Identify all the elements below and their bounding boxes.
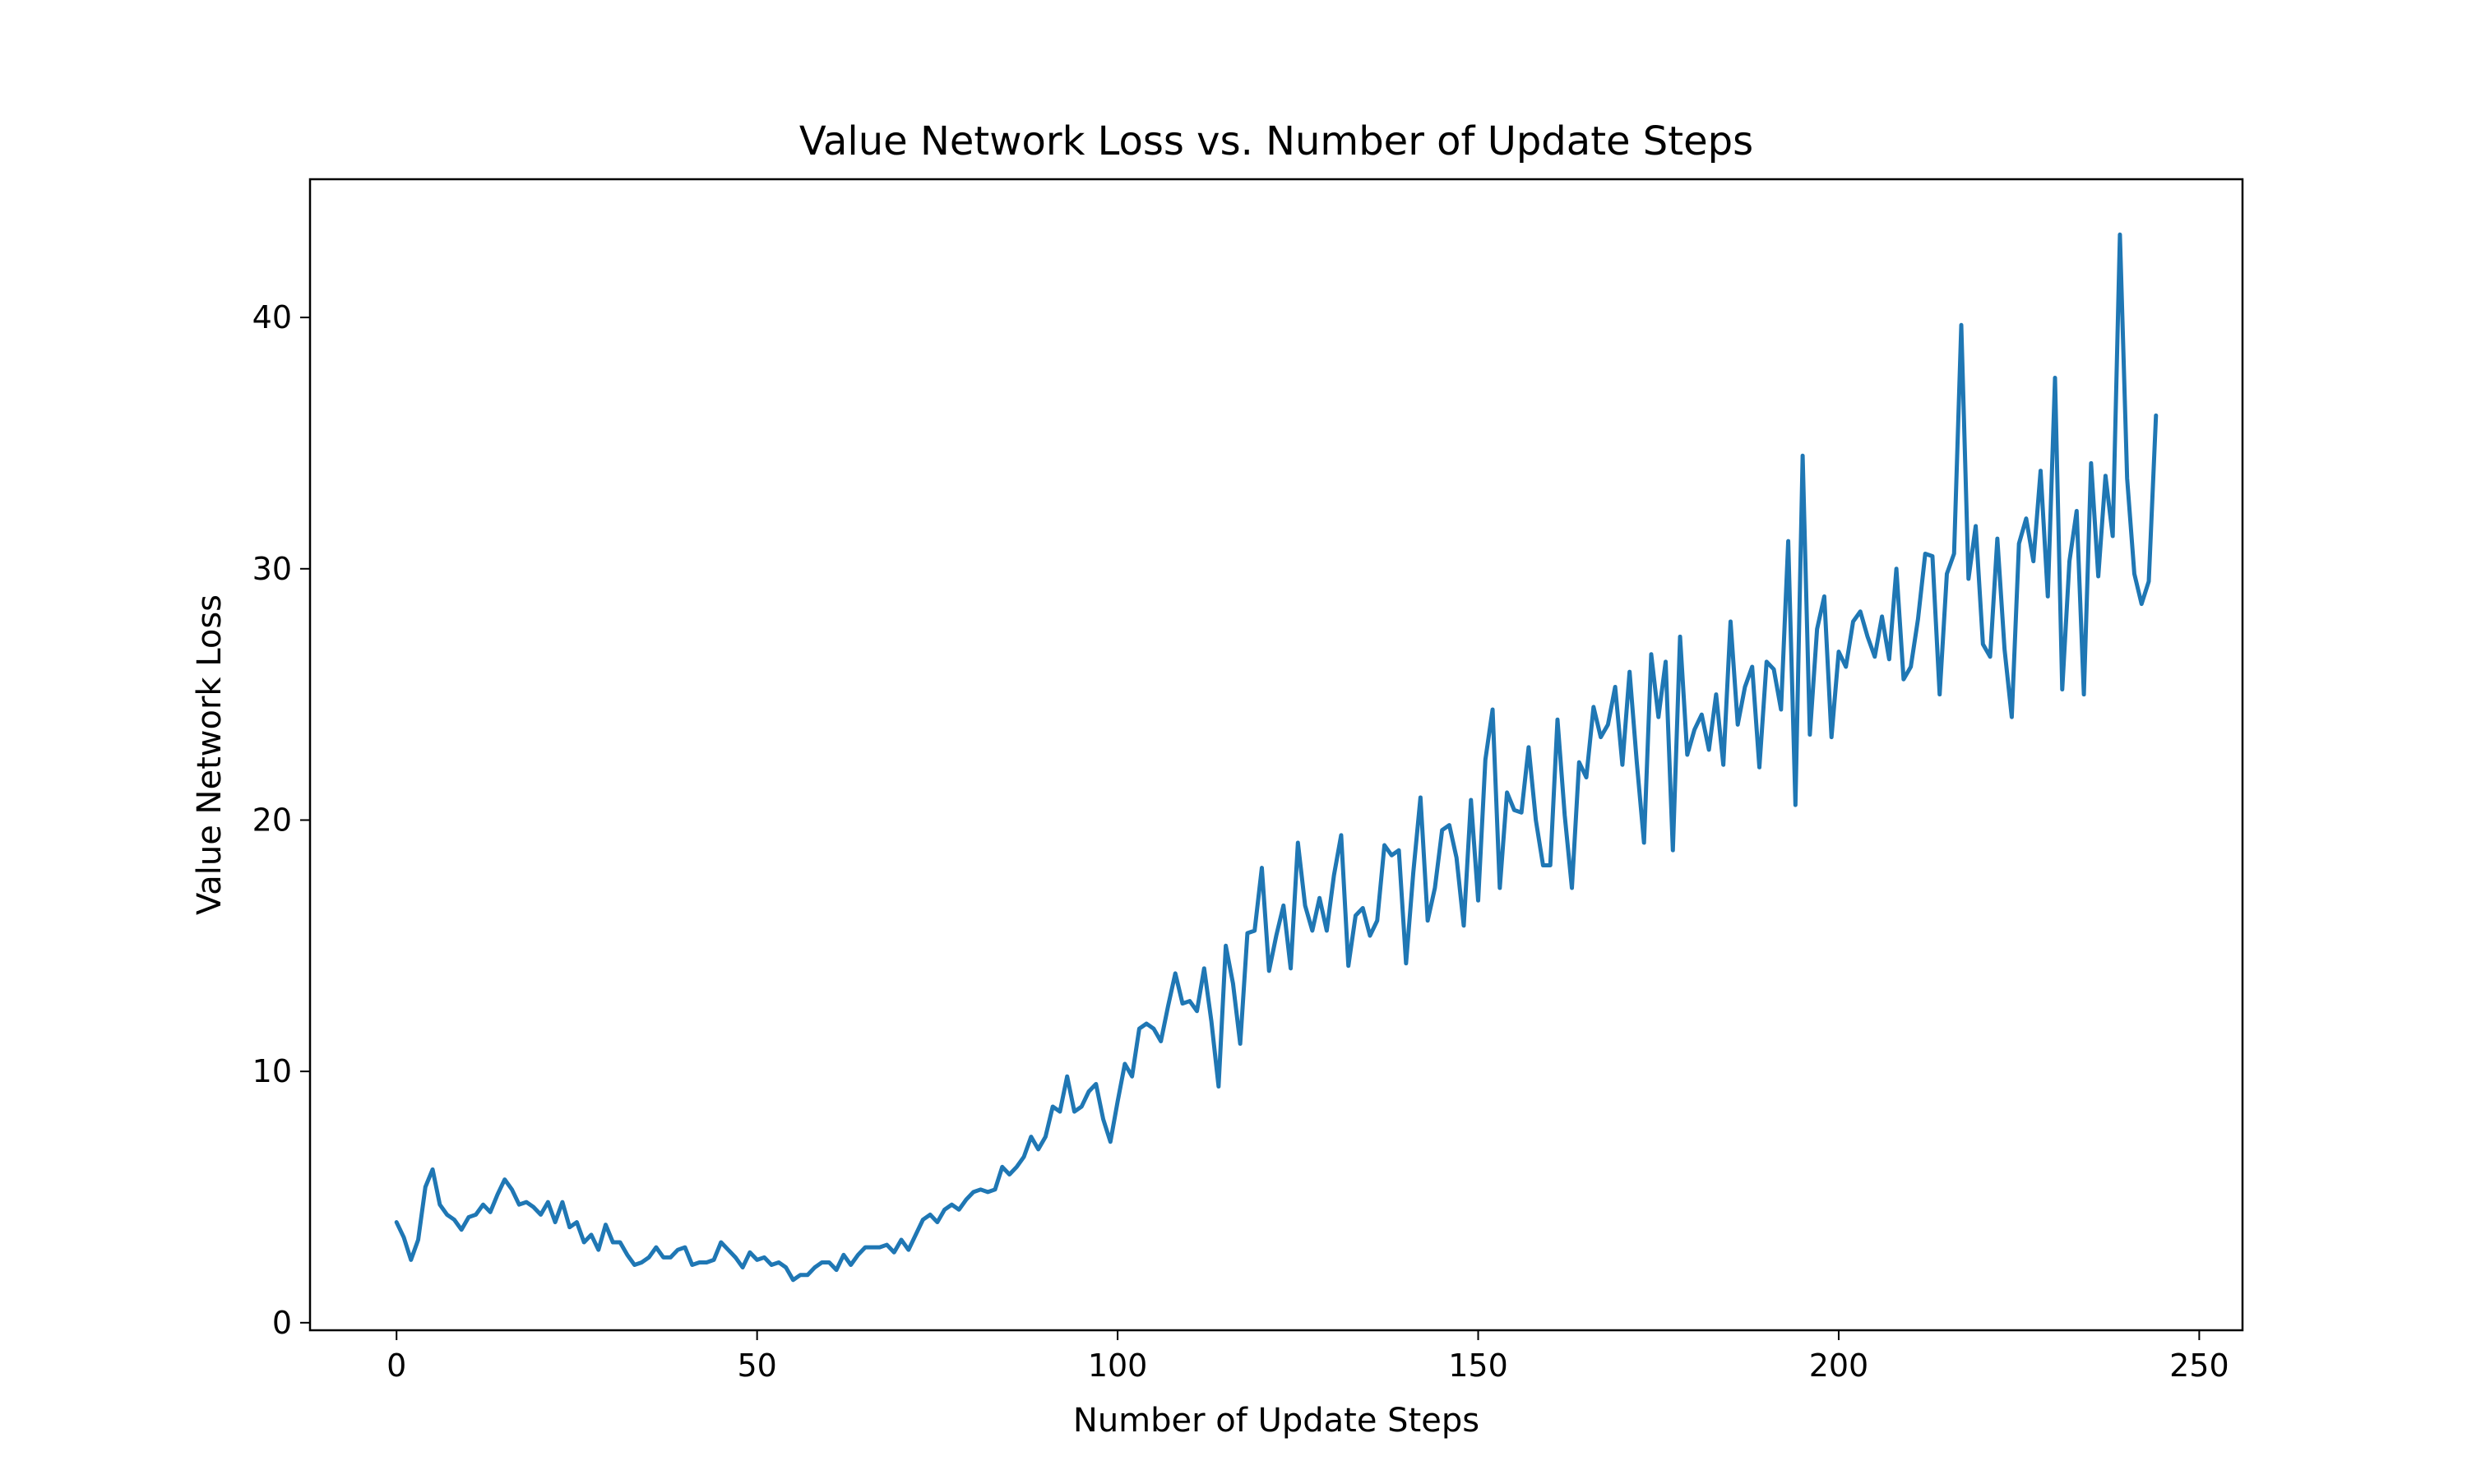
y-tick-label: 40 [252, 299, 292, 335]
y-tick-label: 10 [252, 1053, 292, 1089]
series-line [394, 232, 2159, 1283]
plot-frame [308, 178, 2244, 1332]
y-tick-label: 0 [272, 1305, 292, 1341]
x-axis-label: Number of Update Steps [1073, 1402, 1479, 1440]
x-tick-label: 0 [386, 1348, 406, 1384]
x-tick-label: 250 [2169, 1348, 2229, 1384]
series-layer [394, 232, 2159, 1283]
axis-ticks: 0 50 100 150 200 250 0 10 20 30 40 [252, 299, 2229, 1384]
y-tick-label: 20 [252, 802, 292, 838]
chart-title: Value Network Loss vs. Number of Update … [799, 118, 1753, 164]
x-tick-label: 50 [737, 1348, 776, 1384]
x-tick-label: 200 [1809, 1348, 1869, 1384]
x-tick-label: 100 [1088, 1348, 1148, 1384]
y-tick-label: 30 [252, 551, 292, 587]
y-axis-label: Value Network Loss [191, 594, 229, 915]
x-tick-label: 150 [1448, 1348, 1508, 1384]
